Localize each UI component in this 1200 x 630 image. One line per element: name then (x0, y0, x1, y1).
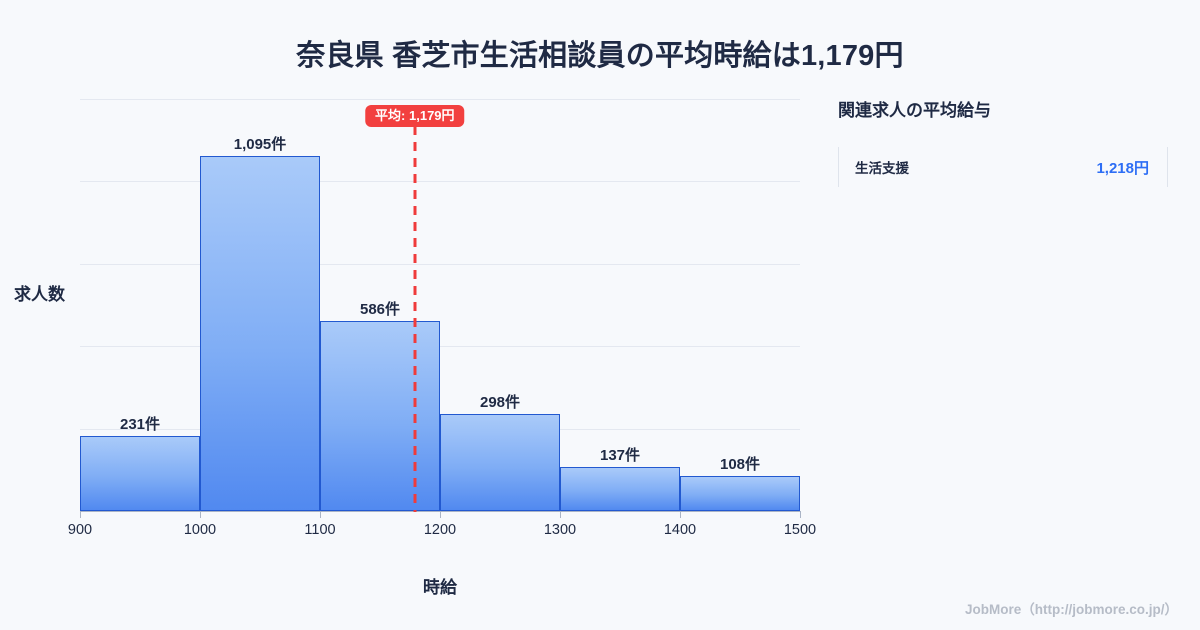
average-marker-line (413, 126, 417, 512)
x-tick-mark (200, 511, 201, 518)
y-axis-title: 求人数 (14, 285, 65, 304)
x-tick-label: 1100 (304, 522, 336, 538)
x-tick-label: 1400 (663, 522, 697, 538)
x-tick-mark (560, 511, 561, 518)
histogram-chart: 求人数 231件 1,095件 586件 298件 137件 108件 900 1000 11… (14, 92, 817, 597)
x-tick-mark (80, 511, 81, 518)
bar-value-label: 231件 (119, 416, 161, 434)
x-axis-title: 時給 (423, 578, 457, 597)
gridline (80, 346, 800, 347)
bar-value-label: 108件 (719, 455, 761, 473)
x-tick-mark (800, 511, 801, 518)
gridline (80, 263, 800, 265)
related-salary-list: 生活支援 1,218円 (838, 147, 1168, 187)
salary-row: 生活支援 1,218円 (838, 147, 1168, 187)
histogram-bar (200, 156, 320, 511)
x-tick-label: 1000 (183, 522, 217, 538)
related-salary-heading: 関連求人の平均給与 (838, 101, 991, 120)
bar-value-label: 1,095件 (233, 136, 287, 153)
histogram-bar (80, 436, 200, 511)
histogram-bar (560, 466, 680, 511)
footer-credit: JobMore（http://jobmore.co.jp/） (965, 602, 1178, 617)
histogram-bar (320, 321, 440, 511)
gridline (80, 98, 800, 100)
bar-value-label: 298件 (479, 394, 521, 412)
x-tick-label: 900 (67, 522, 93, 538)
related-salary-panel: 関連求人の平均給与 生活支援 1,218円 (838, 96, 1168, 187)
salary-row-value: 1,218円 (1096, 159, 1149, 177)
bar-value-label: 137件 (599, 446, 641, 464)
bar-value-label: 586件 (359, 301, 401, 319)
plot-area (80, 92, 800, 511)
x-tick-mark (680, 511, 681, 518)
x-tick-mark (320, 511, 321, 518)
average-marker-badge: 平均: 1,179円 (365, 105, 465, 127)
x-tick-label: 1500 (783, 522, 817, 538)
x-tick-mark (440, 511, 441, 518)
gridline (80, 181, 800, 182)
histogram-bar (440, 414, 560, 511)
histogram-bar (680, 476, 800, 511)
x-tick-label: 1200 (423, 522, 457, 538)
page-title: 奈良県 香芝市生活相談員の平均時給は1,179円 (296, 40, 904, 72)
salary-row-name: 生活支援 (855, 161, 909, 176)
x-tick-label: 1300 (543, 522, 577, 538)
